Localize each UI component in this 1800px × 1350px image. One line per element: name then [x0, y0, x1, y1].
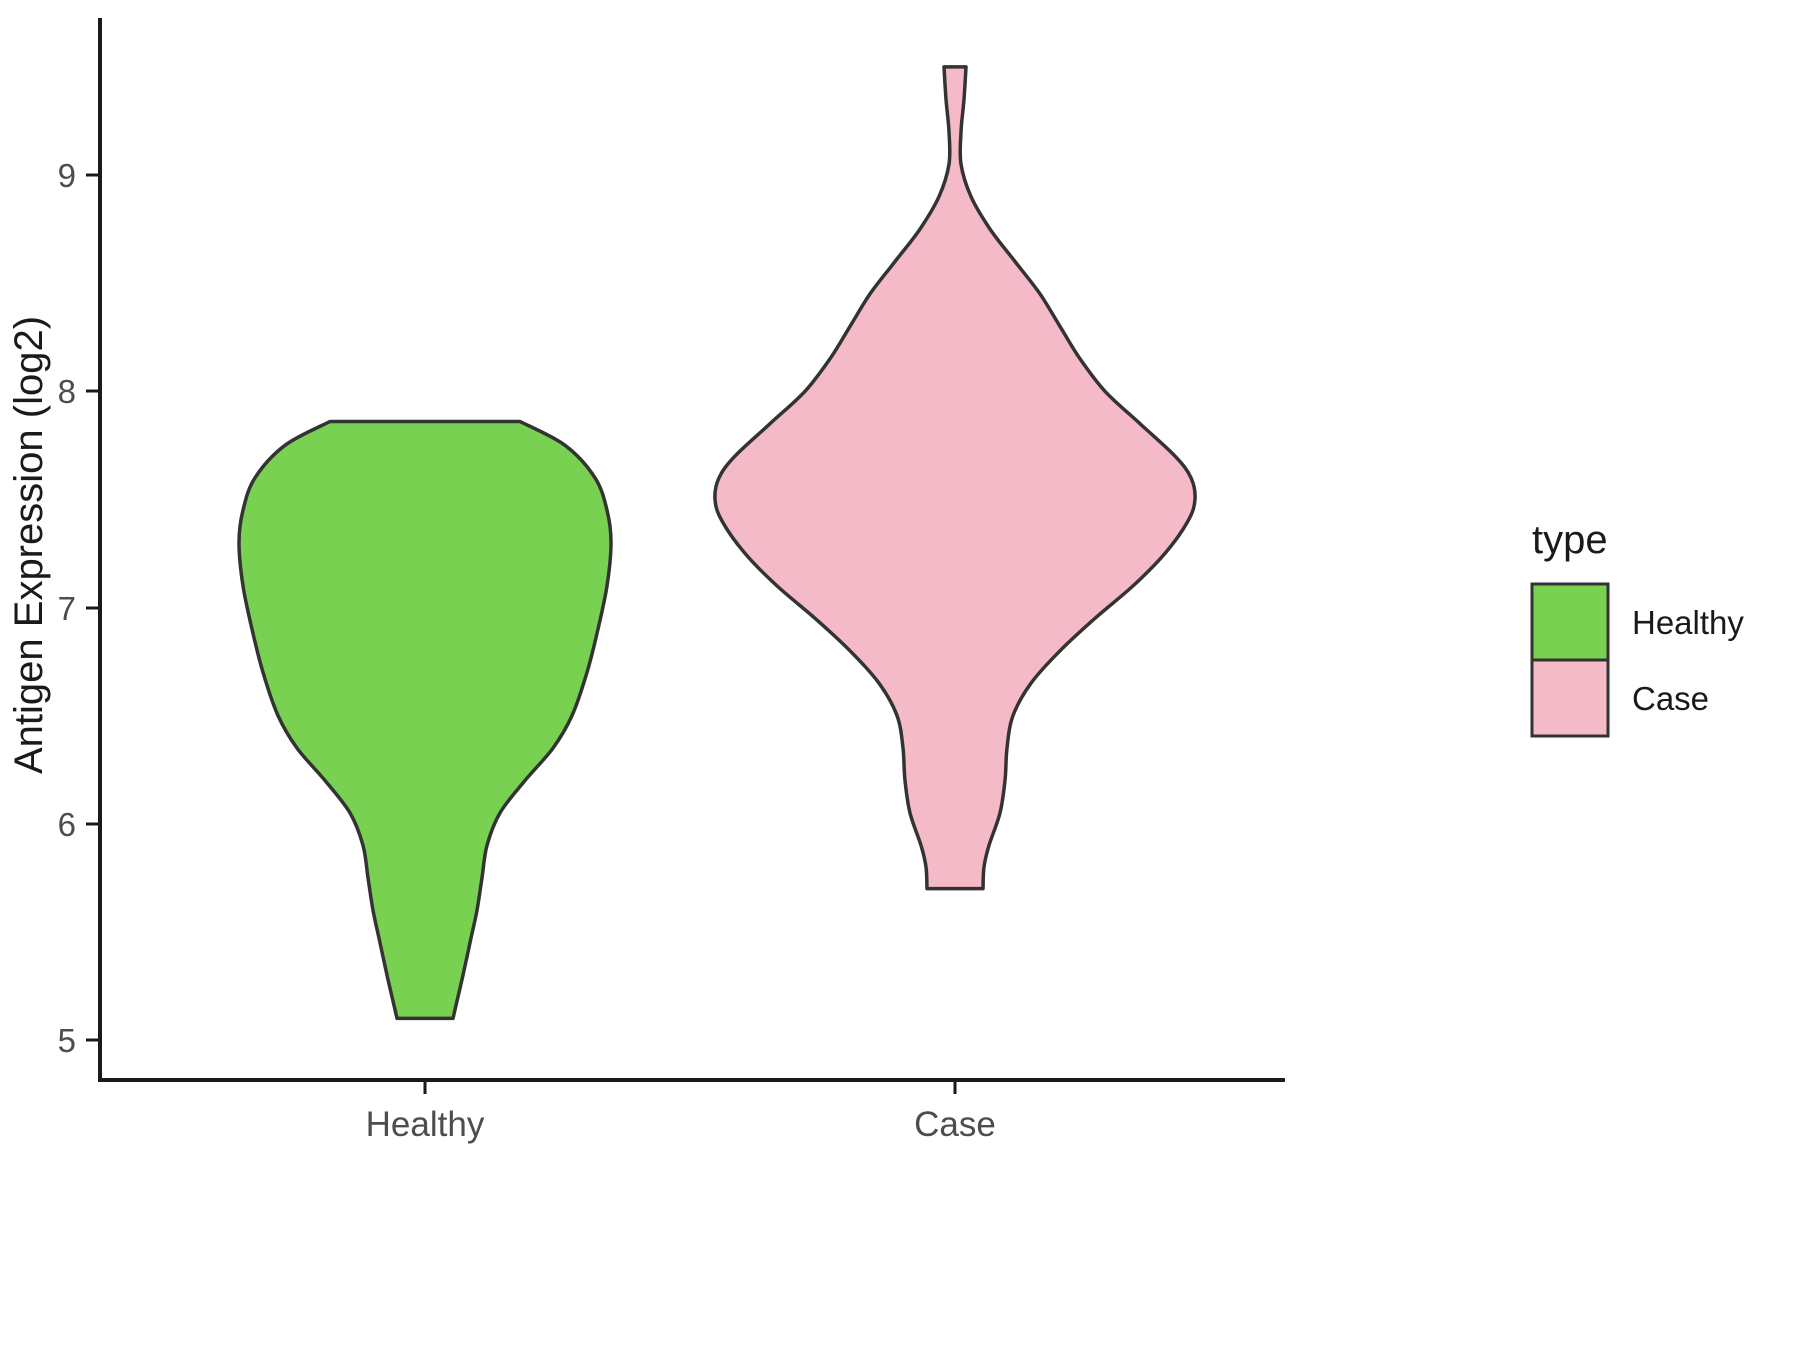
legend-label-healthy: Healthy	[1632, 604, 1744, 641]
legend-swatch-healthy	[1530, 582, 1610, 662]
y-tick-label-6: 6	[58, 806, 76, 843]
x-category-label-case: Case	[914, 1105, 996, 1144]
legend-title: type	[1532, 518, 1608, 562]
violin-case	[713, 65, 1197, 891]
y-tick-label-9: 9	[58, 157, 76, 194]
x-category-label-healthy: Healthy	[366, 1105, 485, 1144]
y-tick-label-7: 7	[58, 590, 76, 627]
y-tick-label-8: 8	[58, 373, 76, 410]
y-axis-label: Antigen Expression (log2)	[7, 316, 51, 774]
legend-swatch-case	[1530, 658, 1610, 738]
violin-healthy	[237, 419, 613, 1021]
legend-label-case: Case	[1632, 680, 1709, 717]
y-tick-label-5: 5	[58, 1022, 76, 1059]
legend: type Healthy Case	[1530, 518, 1744, 738]
